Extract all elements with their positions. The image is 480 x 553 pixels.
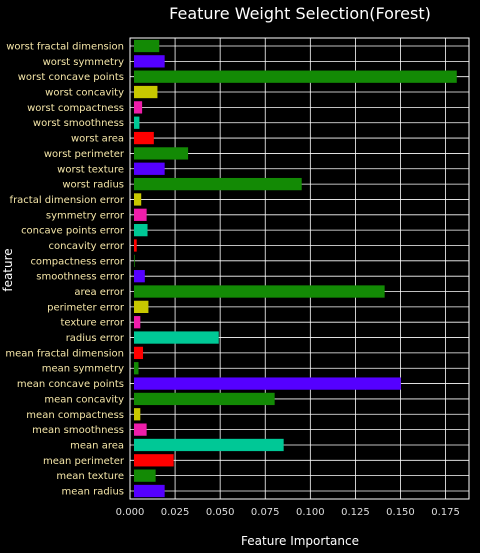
category-label: mean symmetry xyxy=(42,364,124,375)
category-label: mean compactness xyxy=(26,410,124,421)
bar-radius-error xyxy=(134,331,219,344)
category-label: compactness error xyxy=(30,256,124,267)
x-tick-label: 0.025 xyxy=(161,507,190,518)
category-label: symmetry error xyxy=(46,210,125,221)
category-label: mean radius xyxy=(62,487,124,498)
category-label: worst radius xyxy=(62,180,124,191)
bar-mean-fractal-dimension xyxy=(134,346,144,360)
category-label: worst fractal dimension xyxy=(6,42,124,53)
category-label: mean concave points xyxy=(17,379,124,390)
bar-mean-texture xyxy=(134,469,156,482)
chart-title: Feature Weight Selection(Forest) xyxy=(169,4,431,23)
x-axis-label: Feature Importance xyxy=(241,534,359,548)
x-tick-label: 0.175 xyxy=(431,507,460,518)
bar-worst-area xyxy=(134,131,154,145)
category-label: worst perimeter xyxy=(44,149,125,160)
x-tick-label: 0.125 xyxy=(341,507,370,518)
category-label: worst compactness xyxy=(27,103,124,114)
bar-worst-radius xyxy=(134,177,302,191)
bar-worst-concave-points xyxy=(134,70,457,83)
x-tick-label: 0.150 xyxy=(386,507,415,518)
x-tick-label: 0.075 xyxy=(251,507,280,518)
bar-worst-fractal-dimension xyxy=(134,39,160,53)
category-label: mean texture xyxy=(56,471,124,482)
x-tick-label: 0.050 xyxy=(206,507,235,518)
bar-compactness-error xyxy=(134,254,135,267)
bar-area-error xyxy=(134,285,385,298)
x-tick-labels: 0.000 0.025 0.050 0.075 0.100 0.125 0.150 0.175 xyxy=(116,507,460,518)
bar-worst-smoothness xyxy=(134,116,140,129)
category-label: worst symmetry xyxy=(43,57,125,68)
y-axis-label: feature xyxy=(1,248,15,291)
category-label: texture error xyxy=(60,318,124,329)
category-label: radius error xyxy=(66,333,125,344)
category-label: smoothness error xyxy=(36,272,125,283)
category-label: area error xyxy=(74,287,125,298)
bar-mean-perimeter xyxy=(134,454,174,467)
category-label: fractal dimension error xyxy=(10,195,125,206)
category-label: worst smoothness xyxy=(33,118,124,129)
category-label: mean concavity xyxy=(44,394,124,405)
category-labels: mean radius mean texture mean perimeter mea… xyxy=(5,42,124,498)
category-label: mean perimeter xyxy=(43,456,125,467)
category-label: mean smoothness xyxy=(32,425,124,436)
x-tick-label: 0.000 xyxy=(116,507,145,518)
bar-mean-concavity xyxy=(134,392,275,406)
bar-smoothness-error xyxy=(134,270,145,283)
category-label: worst concavity xyxy=(45,88,124,99)
category-label: mean area xyxy=(70,440,124,451)
bar-worst-perimeter xyxy=(134,147,189,160)
bar-mean-compactness xyxy=(134,408,141,421)
bar-fractal-dimension-error xyxy=(134,193,142,206)
bar-worst-concavity xyxy=(134,85,158,99)
category-label: concave points error xyxy=(21,226,125,237)
x-tick-label: 0.100 xyxy=(296,507,325,518)
category-label: worst texture xyxy=(57,164,124,175)
category-label: mean fractal dimension xyxy=(5,348,124,359)
category-label: worst area xyxy=(71,134,124,145)
grid xyxy=(129,38,469,499)
bar-mean-symmetry xyxy=(134,362,139,375)
bar-concave-points-error xyxy=(134,224,148,237)
bar-mean-smoothness xyxy=(134,423,147,436)
category-label: concavity error xyxy=(48,241,124,252)
bar-symmetry-error xyxy=(134,208,147,221)
category-label: worst concave points xyxy=(18,72,124,83)
plot-frame xyxy=(129,37,470,500)
bar-mean-concave-points xyxy=(134,377,401,390)
bar-mean-radius xyxy=(134,484,165,498)
bars-group xyxy=(134,39,457,498)
bar-texture-error xyxy=(134,316,141,329)
bar-mean-area xyxy=(134,438,284,452)
bar-worst-compactness xyxy=(134,101,143,114)
bar-worst-symmetry xyxy=(134,55,165,68)
category-label: perimeter error xyxy=(47,302,125,313)
bar-perimeter-error xyxy=(134,300,149,313)
bar-concavity-error xyxy=(134,239,137,252)
bar-worst-texture xyxy=(134,162,165,175)
